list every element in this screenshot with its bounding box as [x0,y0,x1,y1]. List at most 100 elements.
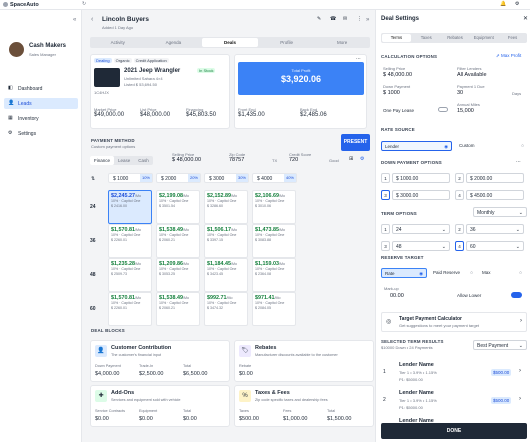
more-icon[interactable]: ⋮ [357,16,362,22]
vehicle-card[interactable]: Dealing Organic Credit Application 2021 Je… [90,54,230,129]
lender-result[interactable]: 1 Lender Name Tier 1 • 3.9% • 1.15% P1: $50… [381,360,527,386]
down-payment-column[interactable]: $ 3000 30% [204,173,249,183]
payment-cell[interactable]: $2,152.89/Mo 10% · Capitol One $ 3286.60 [204,190,248,224]
zip-value[interactable]: 78757 [229,157,245,163]
down-payment-pct: 30% [235,174,248,182]
grid-view-icon[interactable]: ⊞ [349,156,354,162]
term-frequency-select[interactable]: Monthly ⌄ [473,207,527,217]
settings-gear-icon[interactable]: ⚙ [515,1,520,7]
down-option-input[interactable]: $ 4500.00 [466,190,524,200]
settings-tab-fees[interactable]: Fees [507,35,518,40]
set-selling-price-value[interactable]: $ 48,000.00 [383,72,413,78]
tab-agenda[interactable]: Agenda [165,40,182,45]
down-option-input[interactable]: $ 1000.00 [392,173,450,183]
settings-tab-taxes[interactable]: Taxes [420,35,432,40]
lender-result[interactable]: 2 Lender Name Tier 1 • 3.9% • 1.15% P1: $50… [381,388,527,414]
payment-due-value[interactable]: 30 [457,90,464,96]
payment-cell[interactable]: $2,199.08/Mo 10% · Capitol One $ 3501.54 [156,190,200,224]
set-down-value[interactable]: $ 1000 [383,90,400,96]
annual-miles-value[interactable]: 15,000 [457,108,474,114]
payment-cell[interactable]: $1,209.86/Mo 10% · Capitol One $ 3053.25 [156,258,200,292]
sidebar-item-inventory[interactable]: ▦ Inventory [4,113,78,124]
vehicle-field: Market Price $49,000.00 [94,107,134,118]
deal-block-taxes-fees[interactable]: % Taxes & Fees Zip code specific taxes and… [234,385,374,427]
payment-cell[interactable]: $992.71/Mo 10% · Capitol One $ 3474.32 [204,292,248,326]
done-button[interactable]: DONE [381,423,527,439]
credit-value[interactable]: 720 [289,157,299,163]
bell-icon[interactable]: 🔔 [500,1,507,7]
present-button[interactable]: PRESENT [341,134,370,151]
tab-profile[interactable]: Profile [280,40,293,45]
results-sort-select[interactable]: Best Payment ⌄ [473,340,527,350]
payment-cell[interactable]: $1,538.49/Mo 10% · Capitol One $ 2060.21 [156,292,200,326]
payment-cell[interactable]: $1,184.45/Mo 10% · Capitol One $ 3423.45 [204,258,248,292]
tab-deals[interactable]: Deals [202,38,258,47]
down-option-input[interactable]: $ 2000.00 [466,173,524,183]
sidebar-item-settings[interactable]: ⚙ Settings [4,128,78,139]
set-selling-price-label: Selling Price [383,66,406,71]
markup-value[interactable]: 00.00 [390,293,404,299]
term-option-select[interactable]: 36 ⌄ [466,224,524,234]
phone-icon[interactable]: ☎ [330,16,337,22]
down-payment-column[interactable]: $ 4000 40% [252,173,297,183]
down-option-index: 3 [381,190,390,200]
filter-lenders-value[interactable]: All Available [457,72,487,78]
profit-card: ⋯ Total Profit $3,920.06 Front End $1,435… [234,54,367,129]
tab-activity[interactable]: Activity [110,40,125,45]
selling-price-value[interactable]: $ 48,000.00 [172,157,202,163]
down-option-input[interactable]: $ 3000.00 [392,190,450,200]
sidebar-item-leads[interactable]: 👤 Leads [4,98,78,109]
reserve-mode-rate[interactable]: Rate ◉ [381,268,427,278]
payment-cell[interactable]: $1,159.03/Mo 10% · Capitol One $ 2364.08 [252,258,296,292]
down-options-menu-icon[interactable]: ⋯ [516,159,521,165]
target-payment-card[interactable]: ◎ Target Payment Calculator Get suggesti… [381,312,527,332]
grid-settings-icon[interactable]: ⇅ [91,176,96,182]
down-payment-column[interactable]: $ 1000 10% [108,173,153,183]
payment-cell[interactable]: $1,473.85/Mo 10% · Capitol One $ 3083.88 [252,224,296,258]
payment-cell-price: $1,235.28 [111,261,135,267]
allow-lower-toggle[interactable] [511,292,522,298]
lender-option[interactable]: Lender ◉ [381,141,452,151]
term-option-select[interactable]: 48 ⌄ [392,241,450,251]
payment-type-cash[interactable]: Cash [138,158,149,163]
max-profit-link[interactable]: ⇗ Max Profit [496,53,521,59]
tab-more[interactable]: More [337,40,348,45]
pin-icon[interactable]: ✎ [317,16,322,22]
collapse-sidebar-icon[interactable]: « [73,17,77,23]
refresh-icon[interactable]: ↻ [82,1,87,7]
back-chevron-icon[interactable]: ‹ [91,16,94,23]
sidebar-item-dashboard[interactable]: ◧ Dashboard [4,83,78,94]
reserve-mode-max[interactable]: Max ○ [479,268,525,278]
payment-cell-period: /Mo [182,296,189,300]
reserve-mode-paid-reserve[interactable]: Paid Reserve ○ [430,268,476,278]
profit-menu-icon[interactable]: ⋯ [356,56,361,62]
max-profit-icon: ⇗ [496,53,500,58]
payment-cell[interactable]: $1,506.17/Mo 10% · Capitol One $ 3397.15 [204,224,248,258]
down-payment-column[interactable]: $ 2000 20% [156,173,201,183]
settings-tab-terms[interactable]: Terms [382,34,411,42]
deal-block-rebates[interactable]: 🏷 Rebates Manufacturer discounts available… [234,340,374,382]
close-icon[interactable]: ✕ [523,16,529,22]
message-icon[interactable]: ✉ [343,16,348,22]
deal-block-field-label: Trade-In [139,364,154,368]
filter-icon[interactable]: ⚙ [360,156,365,162]
settings-tab-rebates[interactable]: Rebates [447,35,463,40]
payment-cell[interactable]: $1,538.49/Mo 10% · Capitol One $ 2060.21 [156,224,200,258]
deal-block-customer-contribution[interactable]: 👤 Customer Contribution The customer's fin… [90,340,230,382]
payment-type-finance[interactable]: Finance [90,156,115,165]
custom-option[interactable]: Custom ○ [456,141,527,151]
payment-cell[interactable]: $2,245.27/Mo 10% · Capitol One $ 2416.00 [108,190,152,224]
payment-cell[interactable]: $2,106.69/Mo 10% · Capitol One $ 3010.06 [252,190,296,224]
credit-grade: Good [329,158,339,163]
deal-block-add-ons[interactable]: ✚ Add-Ons Services and equipment sold with… [90,385,230,427]
settings-tab-equipment[interactable]: Equipment [473,35,494,40]
payment-type-lease[interactable]: Lease [118,158,131,163]
payment-cell[interactable]: $1,235.28/Mo 10% · Capitol One $ 2509.73 [108,258,152,292]
term-option-select[interactable]: 60 ⌄ [466,241,524,251]
payment-cell[interactable]: $1,570.81/Mo 10% · Capitol One $ 2260.01 [108,224,152,258]
payment-cell[interactable]: $971.41/Mo 10% · Capitol One $ 2084.05 [252,292,296,326]
payment-cell[interactable]: $1,570.81/Mo 10% · Capitol One $ 2260.01 [108,292,152,326]
one-pay-toggle[interactable] [438,107,448,112]
collapse-panel-icon[interactable]: » [366,17,370,23]
term-option-select[interactable]: 24 ⌄ [392,224,450,234]
